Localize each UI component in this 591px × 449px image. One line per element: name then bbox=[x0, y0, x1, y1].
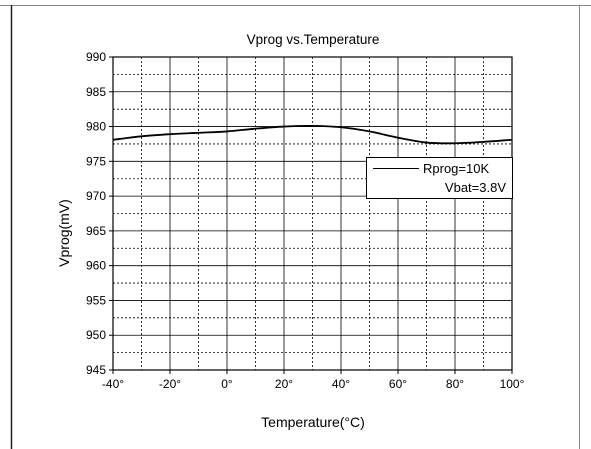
y-tick-label: 945 bbox=[86, 363, 106, 377]
y-tick-label: 975 bbox=[86, 154, 106, 168]
x-tick-label: 80° bbox=[446, 377, 464, 391]
x-axis-label: Temperature(°C) bbox=[261, 414, 365, 430]
x-tick-label: -20° bbox=[159, 377, 181, 391]
y-tick-label: 980 bbox=[86, 120, 106, 134]
y-tick-label: 955 bbox=[86, 293, 106, 307]
x-tick-label: 40° bbox=[332, 377, 350, 391]
x-tick-label: 100° bbox=[500, 377, 525, 391]
y-tick-labels: 945 950 955 960 965 970 975 980 985 990 bbox=[86, 50, 106, 377]
y-axis-label: Vprog(mV) bbox=[56, 199, 72, 267]
legend-note: Vbat=3.8V bbox=[444, 180, 506, 195]
x-tick-label: -40° bbox=[102, 377, 124, 391]
y-tick-label: 960 bbox=[86, 259, 106, 273]
y-tick-label: 965 bbox=[86, 224, 106, 238]
series-line bbox=[112, 124, 513, 145]
frame-lines bbox=[0, 5, 591, 449]
legend: Rprog=10K Vbat=3.8V bbox=[366, 157, 513, 199]
plot-border bbox=[112, 56, 513, 371]
legend-swatch bbox=[373, 168, 419, 169]
legend-entry: Rprog=10K bbox=[373, 161, 489, 176]
x-tick-label: 20° bbox=[275, 377, 293, 391]
y-tick-label: 950 bbox=[86, 328, 106, 342]
x-tick-label: 60° bbox=[389, 377, 407, 391]
y-tick-label: 990 bbox=[86, 50, 106, 64]
legend-series-name: Rprog=10K bbox=[423, 161, 490, 176]
grid bbox=[109, 56, 513, 374]
series-layer bbox=[112, 124, 513, 145]
x-tick-labels: -40° -20° 0° 20° 40° 60° 80° 100° bbox=[102, 377, 525, 391]
y-tick-label: 970 bbox=[86, 189, 106, 203]
x-tick-label: 0° bbox=[221, 377, 233, 391]
y-tick-label: 985 bbox=[86, 85, 106, 99]
chart-title: Vprog vs.Temperature bbox=[247, 32, 380, 47]
